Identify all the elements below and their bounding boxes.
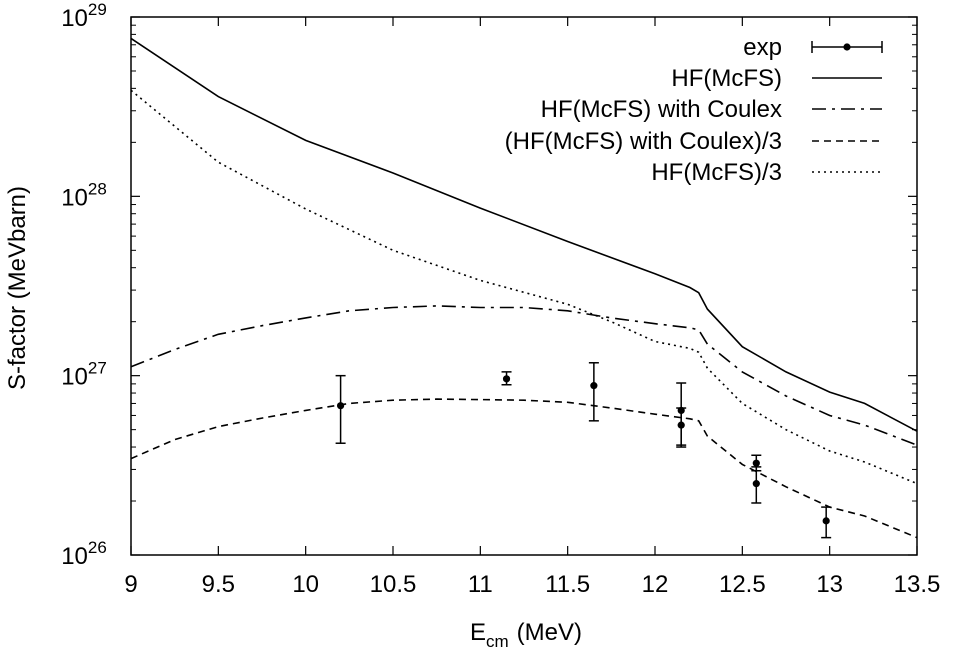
series-line-3: [130, 398, 918, 539]
x-axis-label: Ecm (MeV): [470, 619, 582, 648]
y-tick-label: 1028: [61, 179, 107, 211]
x-axis-label-subscript: cm: [486, 632, 509, 648]
data-point-marker: [590, 382, 598, 390]
y-tick-label-exponent: 26: [88, 538, 107, 557]
legend-label-4: HF(McFS)/3: [651, 159, 782, 186]
legend: exp HF(McFS) HF(McFS) with Coulex (HF(McFS)…: [505, 34, 883, 186]
y-tick-label-base: 10: [61, 5, 88, 32]
y-tick-label-base: 10: [61, 184, 88, 211]
data-point-marker: [752, 459, 760, 467]
y-axis-label: S-factor (MeVbarn): [4, 186, 31, 390]
exp-data-point: [821, 506, 832, 539]
y-tick-label-exponent: 27: [88, 359, 107, 378]
x-tick-label: 9: [124, 571, 137, 598]
data-point-marker: [677, 421, 685, 429]
x-tick-label: 10: [292, 571, 319, 598]
y-tick-label: 1026: [61, 538, 107, 570]
legend-marker: [843, 43, 851, 51]
y-tick-label-base: 10: [61, 364, 88, 391]
x-tick-label: 12.5: [719, 571, 766, 598]
x-axis-label-unit: (MeV): [517, 619, 582, 646]
x-tick-label: 11: [468, 571, 493, 598]
x-axis-label-main: E: [470, 619, 486, 646]
series-line-1: [130, 37, 918, 432]
plot-area: [130, 37, 918, 539]
x-tick-label: 11.5: [545, 571, 590, 598]
series-line-4: [130, 89, 918, 485]
legend-label-2: HF(McFS) with Coulex: [541, 96, 782, 123]
exp-data-point: [501, 371, 512, 386]
exp-data-point: [676, 407, 687, 448]
legend-label-0: exp: [743, 34, 782, 61]
x-tick-label: 10.5: [370, 571, 417, 598]
legend-label-1: HF(McFS): [671, 65, 782, 92]
series-line-2: [130, 305, 918, 446]
data-point-marker: [822, 517, 830, 525]
data-point-marker: [502, 375, 511, 383]
legend-label-3: (HF(McFS) with Coulex)/3: [505, 128, 782, 155]
y-tick-label-exponent: 29: [88, 0, 107, 19]
axes: 9 9.5 10 10.5 11 11.5 12 12.5 13 13.5102610271028…: [61, 0, 940, 598]
plot-frame: [130, 16, 918, 556]
y-tick-label-exponent: 28: [88, 179, 107, 198]
data-point-marker: [752, 480, 760, 488]
y-tick-label-base: 10: [61, 543, 88, 570]
exp-data-point: [335, 374, 346, 444]
exp-data-point: [751, 466, 762, 504]
y-tick-label: 1027: [61, 359, 107, 391]
y-tick-label: 1029: [61, 0, 107, 32]
x-tick-label: 13: [816, 571, 843, 598]
data-point-marker: [337, 402, 345, 410]
exp-data-point: [588, 362, 599, 422]
x-tick-label: 12: [642, 571, 669, 598]
x-tick-label: 13.5: [894, 571, 941, 598]
x-tick-label: 9.5: [202, 571, 235, 598]
